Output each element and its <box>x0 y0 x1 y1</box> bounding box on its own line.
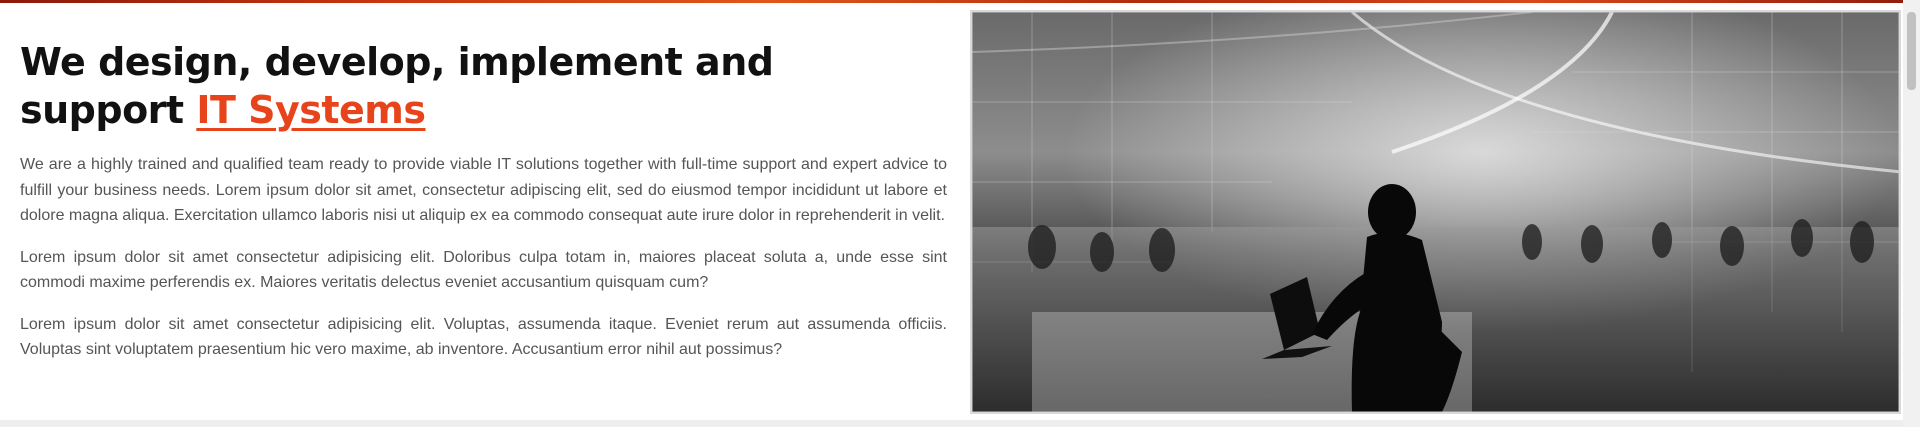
page-scrollbar[interactable] <box>1903 0 1920 427</box>
intro-paragraph: We are a highly trained and qualified te… <box>20 156 947 224</box>
top-accent-strip <box>0 0 1920 3</box>
body-paragraph-3: Lorem ipsum dolor sit amet consectetur a… <box>20 315 947 359</box>
headline-text: We design, develop, implement and suppor… <box>20 40 774 132</box>
section-headline: We design, develop, implement and suppor… <box>20 38 947 134</box>
hero-image <box>972 12 1899 412</box>
scrollbar-thumb[interactable] <box>1907 12 1916 90</box>
section-divider <box>0 420 1903 427</box>
about-section: We design, develop, implement and suppor… <box>20 38 947 363</box>
it-systems-link[interactable]: IT Systems <box>196 88 426 132</box>
body-paragraph-2: Lorem ipsum dolor sit amet consectetur a… <box>20 248 947 292</box>
hero-image-frame <box>970 10 1901 414</box>
